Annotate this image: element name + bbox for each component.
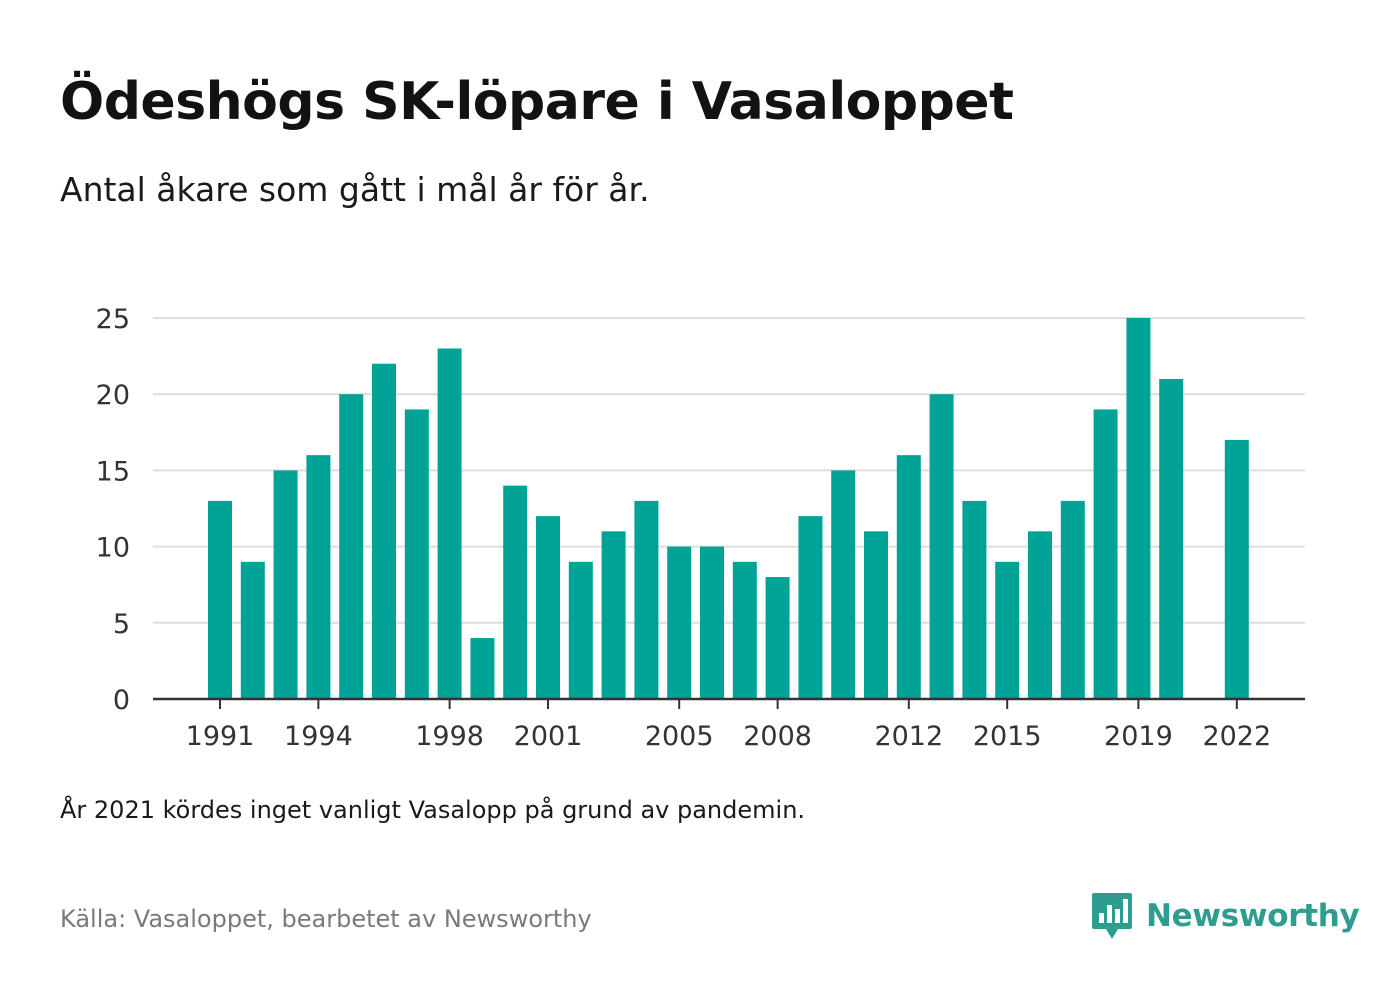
x-tick-label-2019: 2019 [1104, 721, 1173, 752]
bar-2012 [896, 455, 921, 699]
bar-2008 [765, 577, 790, 699]
bar-2007 [732, 561, 757, 699]
y-tick-label-10: 10 [96, 533, 130, 564]
bar-2018 [1093, 409, 1118, 699]
source-text: Källa: Vasaloppet, bearbetet av Newswort… [60, 905, 592, 933]
bar-2004 [634, 500, 659, 699]
brand-name: Newsworthy [1146, 898, 1360, 934]
y-tick-label-5: 5 [113, 609, 130, 640]
bar-1997 [404, 409, 429, 699]
x-tick-label-2015: 2015 [973, 721, 1042, 752]
y-tick-label-15: 15 [96, 456, 130, 487]
y-tick-label-25: 25 [96, 304, 130, 335]
bar-1996 [372, 363, 396, 699]
bar-2005 [667, 546, 692, 699]
bar-1999 [470, 638, 495, 699]
newsworthy-logo-icon [1092, 893, 1132, 939]
bar-2003 [601, 531, 626, 699]
x-tick-label-1994: 1994 [284, 721, 353, 752]
bar-2010 [831, 470, 856, 699]
x-tick-label-2005: 2005 [645, 721, 714, 752]
chart-title: Ödeshögs SK-löpare i Vasaloppet [60, 72, 1014, 132]
bar-2001 [536, 516, 560, 699]
y-tick-label-20: 20 [96, 380, 130, 411]
bar-2017 [1060, 500, 1085, 699]
bar-2016 [1028, 531, 1052, 699]
chart-note: År 2021 kördes inget vanligt Vasalopp på… [60, 796, 806, 824]
bar-2002 [568, 561, 593, 699]
bar-2014 [962, 500, 987, 699]
bar-1998 [437, 348, 462, 699]
x-tick-label-1998: 1998 [415, 721, 484, 752]
bar-1995 [339, 394, 364, 699]
bar-1993 [273, 470, 298, 699]
x-tick-label-1991: 1991 [186, 721, 255, 752]
bars [208, 318, 1249, 699]
y-tick-label-0: 0 [113, 685, 130, 716]
bar-2013 [929, 394, 954, 699]
bar-2019 [1126, 318, 1151, 699]
bar-2015 [995, 561, 1020, 699]
x-tick-label-2001: 2001 [514, 721, 583, 752]
bar-1991 [208, 500, 232, 699]
bar-2011 [864, 531, 888, 699]
bar-2000 [503, 485, 528, 699]
x-tick-label-2022: 2022 [1202, 721, 1271, 752]
chart-subtitle: Antal åkare som gått i mål år för år. [60, 170, 650, 209]
x-tick-label-2008: 2008 [743, 721, 812, 752]
x-tick-label-2012: 2012 [874, 721, 943, 752]
bar-2022 [1224, 439, 1249, 699]
bar-2009 [798, 516, 823, 699]
bar-1992 [240, 561, 265, 699]
axes: 0 5 10 15 20 25 1991 1994 1998 2001 2005 2008 2012 20… [96, 304, 1305, 752]
bar-2020 [1159, 378, 1184, 699]
brand-logo: Newsworthy [1090, 890, 1360, 942]
bar-1994 [306, 455, 331, 699]
bar-2006 [700, 546, 724, 699]
